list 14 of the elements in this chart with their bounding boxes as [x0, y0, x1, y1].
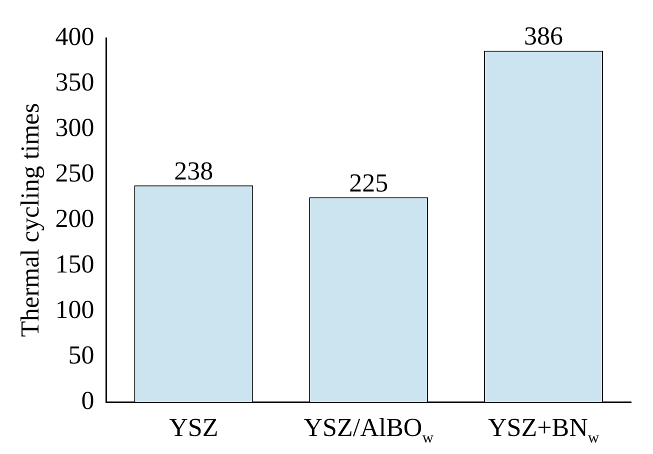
data-label: 386 — [524, 22, 564, 51]
y-tick-label: 250 — [55, 158, 94, 188]
y-tick-label: 400 — [55, 22, 94, 51]
y-tick-label: 300 — [55, 112, 94, 142]
data-label: 225 — [349, 168, 388, 198]
y-axis-title: Thermal cycling times — [15, 103, 44, 337]
y-tick-label: 200 — [55, 204, 94, 233]
x-tick-label: YSZ — [169, 413, 218, 442]
y-tick-label: 0 — [81, 386, 94, 415]
y-tick-label: 50 — [68, 340, 94, 370]
y-tick-label: 100 — [55, 294, 94, 324]
y-tick-label: 350 — [55, 67, 94, 96]
y-tick-label: 150 — [55, 249, 94, 278]
data-label: 238 — [174, 156, 214, 186]
